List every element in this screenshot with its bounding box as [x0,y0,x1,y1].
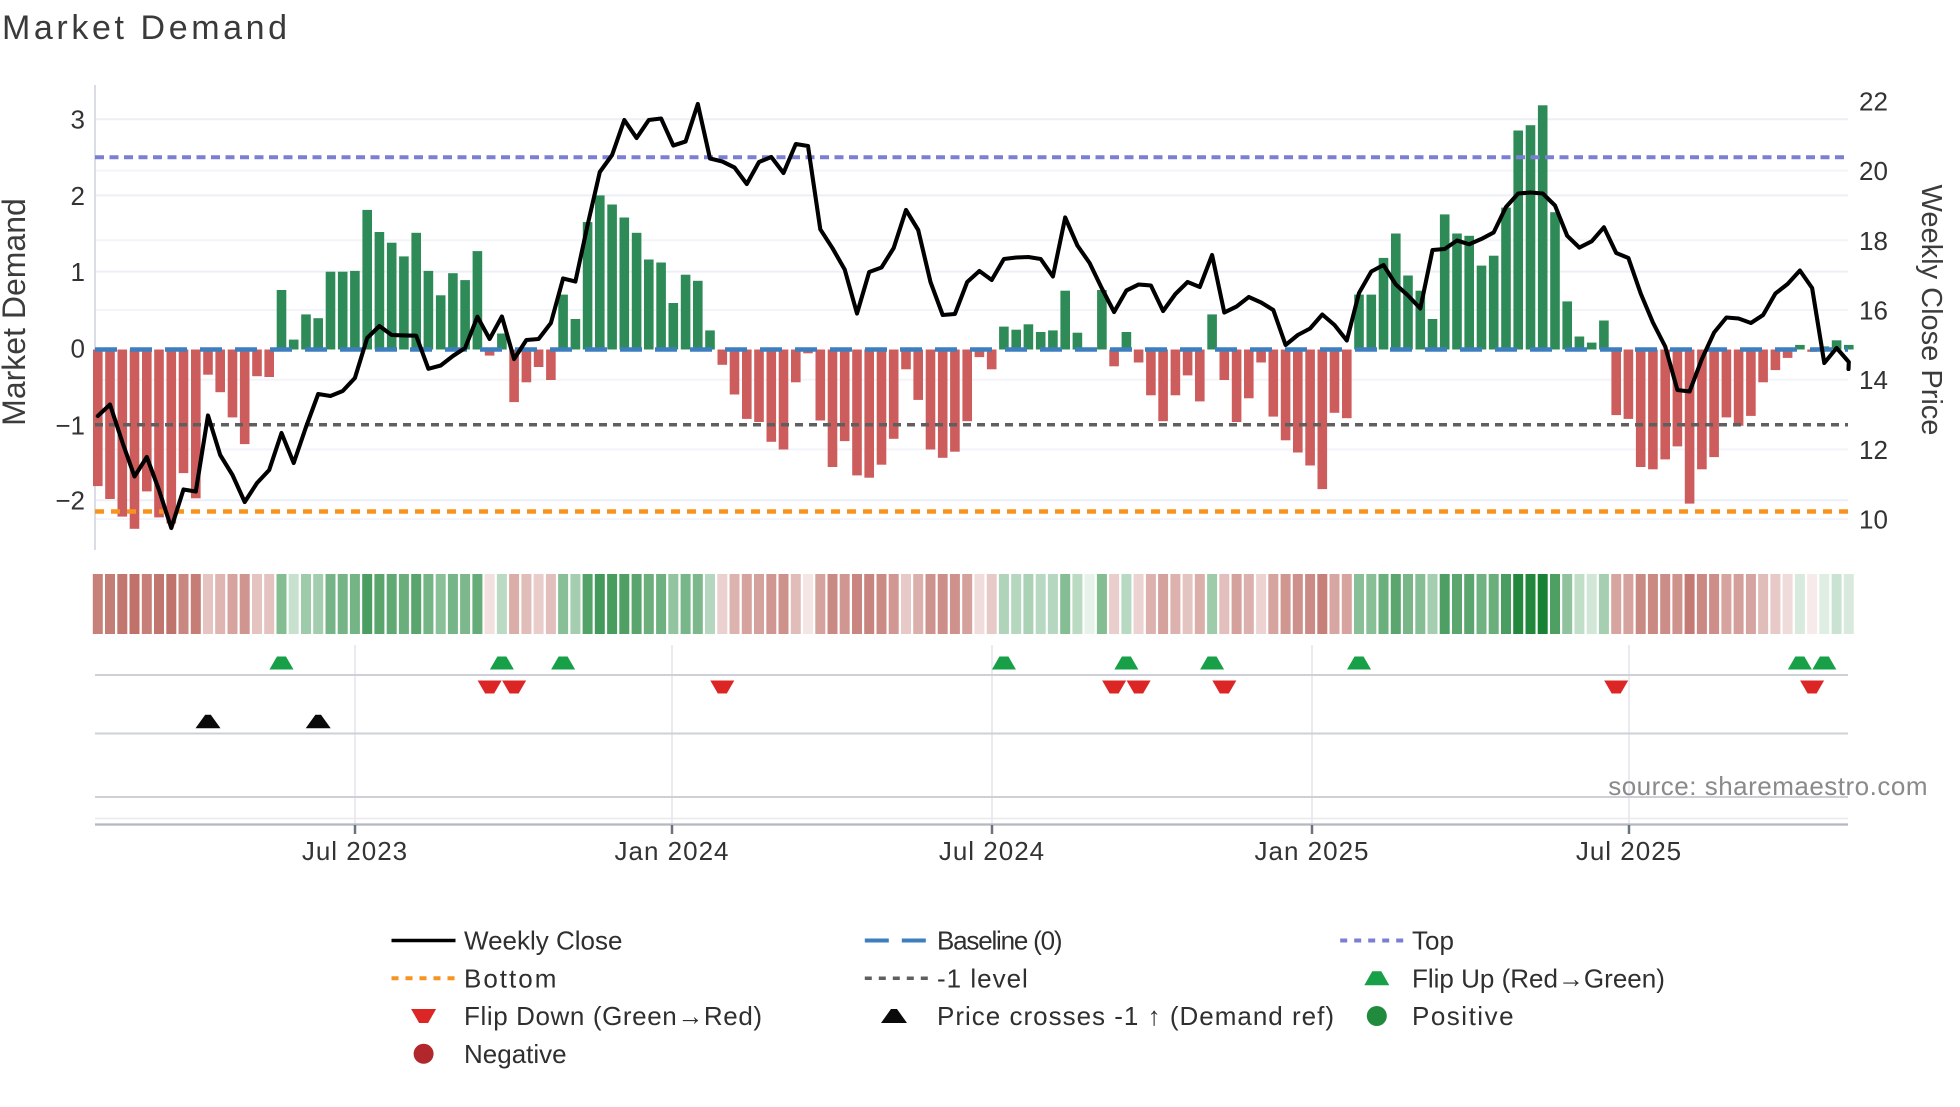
svg-text:-1 level: -1 level [937,963,1029,993]
svg-text:Top: Top [1412,926,1454,956]
svg-text:Baseline (0): Baseline (0) [937,926,1062,956]
svg-text:Jul 2025: Jul 2025 [1576,836,1682,866]
svg-text:Jul 2024: Jul 2024 [939,836,1045,866]
svg-text:18: 18 [1859,226,1888,256]
svg-text:16: 16 [1859,296,1888,326]
svg-text:10: 10 [1859,505,1888,535]
svg-text:Weekly Close: Weekly Close [464,926,622,956]
svg-text:Jan 2024: Jan 2024 [615,836,730,866]
svg-text:Jan 2025: Jan 2025 [1255,836,1370,866]
svg-text:Flip Up (Red→Green): Flip Up (Red→Green) [1412,963,1665,993]
svg-text:Flip Down (Green→Red): Flip Down (Green→Red) [464,1001,763,1031]
svg-text:22: 22 [1859,86,1888,116]
svg-text:−2: −2 [55,486,85,516]
svg-text:1: 1 [71,257,85,287]
svg-text:2: 2 [71,181,85,211]
svg-text:Weekly Close Price: Weekly Close Price [1915,185,1947,436]
svg-text:Positive: Positive [1412,1001,1515,1031]
svg-text:20: 20 [1859,156,1888,186]
svg-text:12: 12 [1859,435,1888,465]
svg-text:3: 3 [71,105,85,135]
svg-text:−1: −1 [55,410,85,440]
svg-text:Market Demand: Market Demand [2,9,291,47]
svg-text:0: 0 [71,333,85,363]
svg-text:Market Demand: Market Demand [0,198,32,426]
svg-text:Jul 2023: Jul 2023 [302,836,408,866]
svg-text:Price crosses -1 ↑ (Demand ref: Price crosses -1 ↑ (Demand ref) [937,1001,1335,1031]
svg-text:14: 14 [1859,365,1888,395]
svg-text:Bottom: Bottom [464,963,558,993]
svg-text:source: sharemaestro.com: source: sharemaestro.com [1608,771,1928,801]
svg-text:Negative: Negative [464,1039,567,1069]
